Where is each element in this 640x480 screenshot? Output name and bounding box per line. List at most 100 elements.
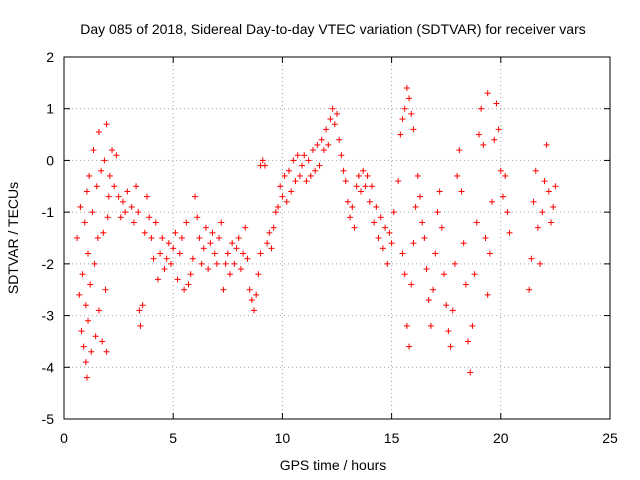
data-point: [438, 224, 445, 231]
data-point: [338, 152, 345, 159]
data-point: [425, 297, 432, 304]
data-point: [290, 157, 297, 164]
data-point: [550, 203, 557, 210]
data-point: [251, 307, 258, 314]
data-point: [419, 219, 426, 226]
data-point: [399, 250, 406, 257]
data-point: [216, 235, 223, 241]
data-point: [150, 255, 157, 262]
x-axis-label: GPS time / hours: [280, 457, 387, 473]
data-point: [105, 193, 112, 200]
data-point: [368, 183, 375, 190]
data-point: [375, 235, 382, 241]
data-point: [183, 219, 190, 226]
data-point: [102, 286, 109, 293]
data-point: [469, 322, 476, 329]
data-point: [135, 209, 142, 216]
ticks-layer: [63, 56, 611, 420]
data-point: [325, 141, 332, 148]
data-point: [309, 147, 316, 154]
data-point: [434, 209, 441, 216]
data-point: [141, 229, 148, 236]
data-point: [430, 286, 437, 293]
data-point: [493, 100, 500, 107]
data-point: [240, 250, 247, 257]
y-tick-label: -4: [42, 359, 55, 375]
data-point: [222, 260, 229, 267]
data-point: [390, 209, 397, 216]
data-point: [441, 271, 448, 278]
data-point: [499, 193, 506, 200]
data-point: [462, 281, 469, 288]
data-point: [301, 152, 308, 159]
data-point: [399, 116, 406, 123]
x-tick-label: 15: [384, 430, 400, 446]
data-point: [189, 255, 196, 262]
labels-layer: 0 5 10 15 20 25 -5 -4 -3 -2 -1 0 1 2: [42, 49, 618, 446]
data-point: [279, 193, 286, 200]
data-point: [497, 167, 504, 174]
data-point: [364, 172, 371, 179]
y-tick-label: 2: [46, 49, 54, 65]
data-point: [432, 250, 439, 257]
data-point: [83, 188, 90, 195]
data-point: [484, 90, 491, 97]
data-point: [403, 322, 410, 329]
data-point: [314, 141, 321, 148]
data-point: [268, 245, 275, 252]
data-point: [86, 172, 93, 179]
data-point: [163, 255, 170, 262]
data-point: [79, 271, 86, 278]
data-point: [91, 260, 98, 267]
data-point: [172, 229, 179, 236]
data-point: [445, 328, 452, 335]
marks-layer: [74, 85, 559, 381]
data-point: [130, 219, 137, 226]
data-point: [124, 188, 131, 195]
y-tick-label: -3: [42, 308, 55, 324]
data-point: [111, 183, 118, 190]
data-point: [408, 110, 415, 117]
data-point: [94, 235, 101, 241]
data-point: [161, 266, 168, 273]
data-point: [259, 157, 266, 164]
data-point: [231, 260, 238, 267]
data-point: [362, 183, 369, 190]
data-point: [307, 172, 314, 179]
data-point: [541, 178, 548, 185]
x-tick-label: 20: [493, 430, 509, 446]
data-point: [165, 240, 172, 247]
data-point: [454, 172, 461, 179]
data-point: [85, 250, 92, 257]
data-point: [447, 343, 454, 350]
data-point: [489, 198, 496, 205]
data-point: [349, 203, 356, 210]
y-tick-label: 1: [46, 101, 54, 117]
data-point: [95, 128, 102, 135]
data-point: [486, 250, 493, 257]
data-point: [482, 235, 489, 241]
data-point: [316, 162, 323, 169]
data-point: [255, 271, 262, 278]
data-point: [532, 167, 539, 174]
data-point: [136, 307, 143, 314]
data-point: [281, 172, 288, 179]
data-point: [423, 266, 430, 273]
data-point: [299, 162, 306, 169]
data-point: [229, 240, 236, 247]
data-point: [366, 198, 373, 205]
y-tick-label: -5: [42, 411, 55, 427]
data-point: [101, 157, 108, 164]
data-point: [386, 229, 393, 236]
data-point: [168, 260, 175, 267]
data-point: [98, 167, 105, 174]
data-point: [548, 219, 555, 226]
data-point: [377, 214, 384, 221]
data-point: [288, 188, 295, 195]
data-point: [159, 235, 166, 241]
data-point: [237, 266, 244, 273]
data-point: [506, 229, 513, 236]
data-point: [545, 188, 552, 195]
data-point: [87, 281, 94, 288]
data-point: [77, 203, 84, 210]
